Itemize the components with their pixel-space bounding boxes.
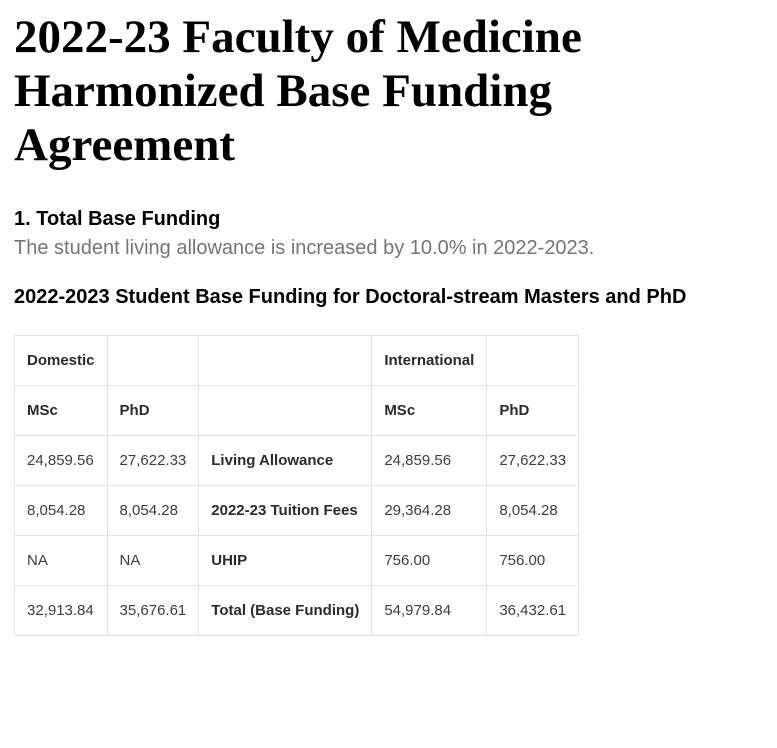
col-msc-international: MSc xyxy=(372,386,487,436)
row-label: Living Allowance xyxy=(199,436,372,486)
cell-value: 8,054.28 xyxy=(107,486,199,536)
col-blank xyxy=(199,336,372,386)
col-blank xyxy=(487,336,579,386)
row-label: 2022-23 Tuition Fees xyxy=(199,486,372,536)
section-description: The student living allowance is increase… xyxy=(14,237,763,260)
col-msc-domestic: MSc xyxy=(15,386,108,436)
cell-value: 756.00 xyxy=(372,536,487,586)
cell-value: 32,913.84 xyxy=(15,586,108,636)
cell-value: 24,859.56 xyxy=(15,436,108,486)
cell-value: 27,622.33 xyxy=(107,436,199,486)
col-group-domestic: Domestic xyxy=(15,336,108,386)
page-title: 2022-23 Faculty of Medicine Harmonized B… xyxy=(14,10,763,172)
cell-value: 756.00 xyxy=(487,536,579,586)
cell-value: 27,622.33 xyxy=(487,436,579,486)
table-row: NA NA UHIP 756.00 756.00 xyxy=(15,536,579,586)
cell-value: 36,432.61 xyxy=(487,586,579,636)
col-phd-domestic: PhD xyxy=(107,386,199,436)
cell-value: 54,979.84 xyxy=(372,586,487,636)
section-header: 1. Total Base Funding xyxy=(14,208,763,231)
col-blank xyxy=(199,386,372,436)
row-label: Total (Base Funding) xyxy=(199,586,372,636)
col-blank xyxy=(107,336,199,386)
table-row: 32,913.84 35,676.61 Total (Base Funding)… xyxy=(15,586,579,636)
cell-value: 24,859.56 xyxy=(372,436,487,486)
table-title: 2022-2023 Student Base Funding for Docto… xyxy=(14,286,763,309)
funding-table: Domestic International MSc PhD MSc PhD 2… xyxy=(14,335,579,636)
cell-value: 8,054.28 xyxy=(15,486,108,536)
cell-value: 35,676.61 xyxy=(107,586,199,636)
table-header-row-cols: MSc PhD MSc PhD xyxy=(15,386,579,436)
table-header-row-groups: Domestic International xyxy=(15,336,579,386)
cell-value: 29,364.28 xyxy=(372,486,487,536)
col-phd-international: PhD xyxy=(487,386,579,436)
cell-value: NA xyxy=(107,536,199,586)
table-row: 8,054.28 8,054.28 2022-23 Tuition Fees 2… xyxy=(15,486,579,536)
cell-value: 8,054.28 xyxy=(487,486,579,536)
table-row: 24,859.56 27,622.33 Living Allowance 24,… xyxy=(15,436,579,486)
row-label: UHIP xyxy=(199,536,372,586)
cell-value: NA xyxy=(15,536,108,586)
col-group-international: International xyxy=(372,336,487,386)
